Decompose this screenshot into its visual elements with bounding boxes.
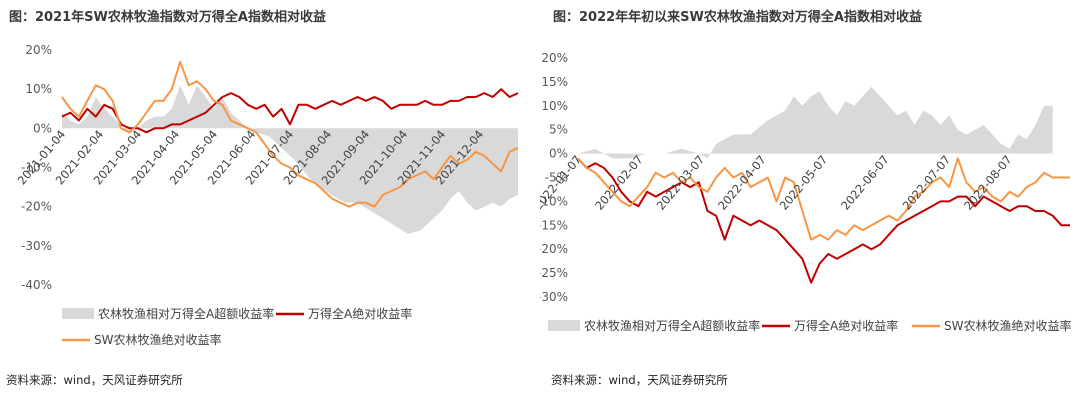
y-tick-label: -5% xyxy=(545,171,568,185)
y-tick-label: -30% xyxy=(21,239,52,253)
y-tick-label: 0% xyxy=(549,147,568,161)
legend-label: SW农林牧渔绝对收益率 xyxy=(94,332,221,347)
y-tick-label: 15% xyxy=(541,75,568,89)
x-tick-label: 2022-02-07 xyxy=(592,153,646,213)
chart-title: 图：2021年SW农林牧渔指数对万得全A指数相对收益 xyxy=(9,10,326,25)
y-tick-label: -40% xyxy=(21,278,52,292)
y-tick-label: 10% xyxy=(25,82,52,96)
series-area xyxy=(578,86,1053,159)
y-tick-label: -10% xyxy=(21,161,52,175)
source-note: 资料来源：wind，天风证券研究所 xyxy=(6,373,183,387)
y-tick-label: 20% xyxy=(541,51,568,65)
y-tick-label: -30% xyxy=(540,290,568,304)
legend-swatch xyxy=(548,320,580,331)
legend-label: 农林牧渔相对万得全A超额收益率 xyxy=(584,318,760,333)
legend-swatch xyxy=(62,308,94,319)
series-line xyxy=(577,157,1070,241)
chart-panel-2022: 图：2022年年初以来SW农林牧渔指数对万得全A指数相对收益 20% 15% 10%… xyxy=(540,0,1080,401)
y-tick-label: 20% xyxy=(25,43,52,57)
series-line xyxy=(61,60,519,208)
legend-label: SW农林牧渔绝对收益率 xyxy=(944,318,1071,333)
chart-title: 图：2022年年初以来SW农林牧渔指数对万得全A指数相对收益 xyxy=(553,10,922,25)
legend-label: 万得全A绝对收益率 xyxy=(794,318,898,333)
y-tick-label: -25% xyxy=(540,266,568,280)
chart-2022-svg: 20% 15% 10% 5% 0% -5% -10% -15% -20% -25% -30% 2022… xyxy=(540,51,1071,333)
y-tick-label: -15% xyxy=(540,218,568,232)
x-tick-label: 2022-08-07 xyxy=(961,153,1015,213)
y-tick-label: -20% xyxy=(540,242,568,256)
y-tick-label: -10% xyxy=(540,194,568,208)
legend-label: 万得全A绝对收益率 xyxy=(308,306,412,321)
series-line xyxy=(61,88,519,134)
series-area xyxy=(62,85,518,235)
y-tick-label: 10% xyxy=(541,99,568,113)
x-tick-label: 2022-05-07 xyxy=(777,153,831,213)
chart-panel-2021: 图：2021年SW农林牧渔指数对万得全A指数相对收益 20% 10% 0% -10% -… xyxy=(6,10,519,387)
y-tick-label: 0% xyxy=(33,121,52,135)
source-note: 资料来源：wind，天风证券研究所 xyxy=(551,373,728,387)
x-tick-label: 2022-06-07 xyxy=(838,153,892,213)
y-tick-label: -20% xyxy=(21,200,52,214)
series-line xyxy=(577,157,1070,284)
y-tick-label: 5% xyxy=(549,123,568,137)
chart-2021-svg: 20%10%0%-10%-20%-30%-40%2021-01-042021-0… xyxy=(15,43,519,347)
legend-label: 农林牧渔相对万得全A超额收益率 xyxy=(98,306,274,321)
